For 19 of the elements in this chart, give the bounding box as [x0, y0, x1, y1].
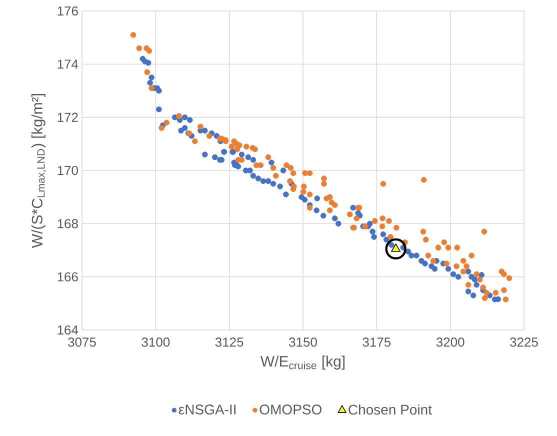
x-tick-label: 3100: [142, 338, 170, 347]
x-tick-label: 3175: [362, 338, 391, 347]
x-axis-title: W/E$_{cruise}$ [kg]: [260, 356, 345, 370]
x-tick-label: 3225: [510, 338, 538, 347]
x-tick-label: 3125: [215, 338, 244, 347]
y-tick-label: 164: [58, 325, 78, 335]
x-tick-label: 3200: [436, 338, 464, 347]
y-axis-title: W/(S*C$_{Lmax,LND}$) [kg/m²]: [31, 94, 46, 248]
y-tick-label: 166: [58, 272, 78, 282]
y-tick-label: 176: [58, 6, 78, 16]
y-tick-label: 174: [58, 60, 78, 69]
y-tick-label: 172: [58, 112, 78, 122]
legend-label: OMOPSO: [260, 404, 322, 414]
legend-label: εNSGA-II: [178, 404, 236, 414]
legend-label: Chosen Point: [348, 404, 432, 415]
x-tick-label: 3150: [289, 338, 317, 347]
x-tick-label: 3075: [68, 338, 96, 347]
y-tick-label: 168: [58, 219, 78, 228]
y-tick-label: 170: [58, 166, 78, 176]
